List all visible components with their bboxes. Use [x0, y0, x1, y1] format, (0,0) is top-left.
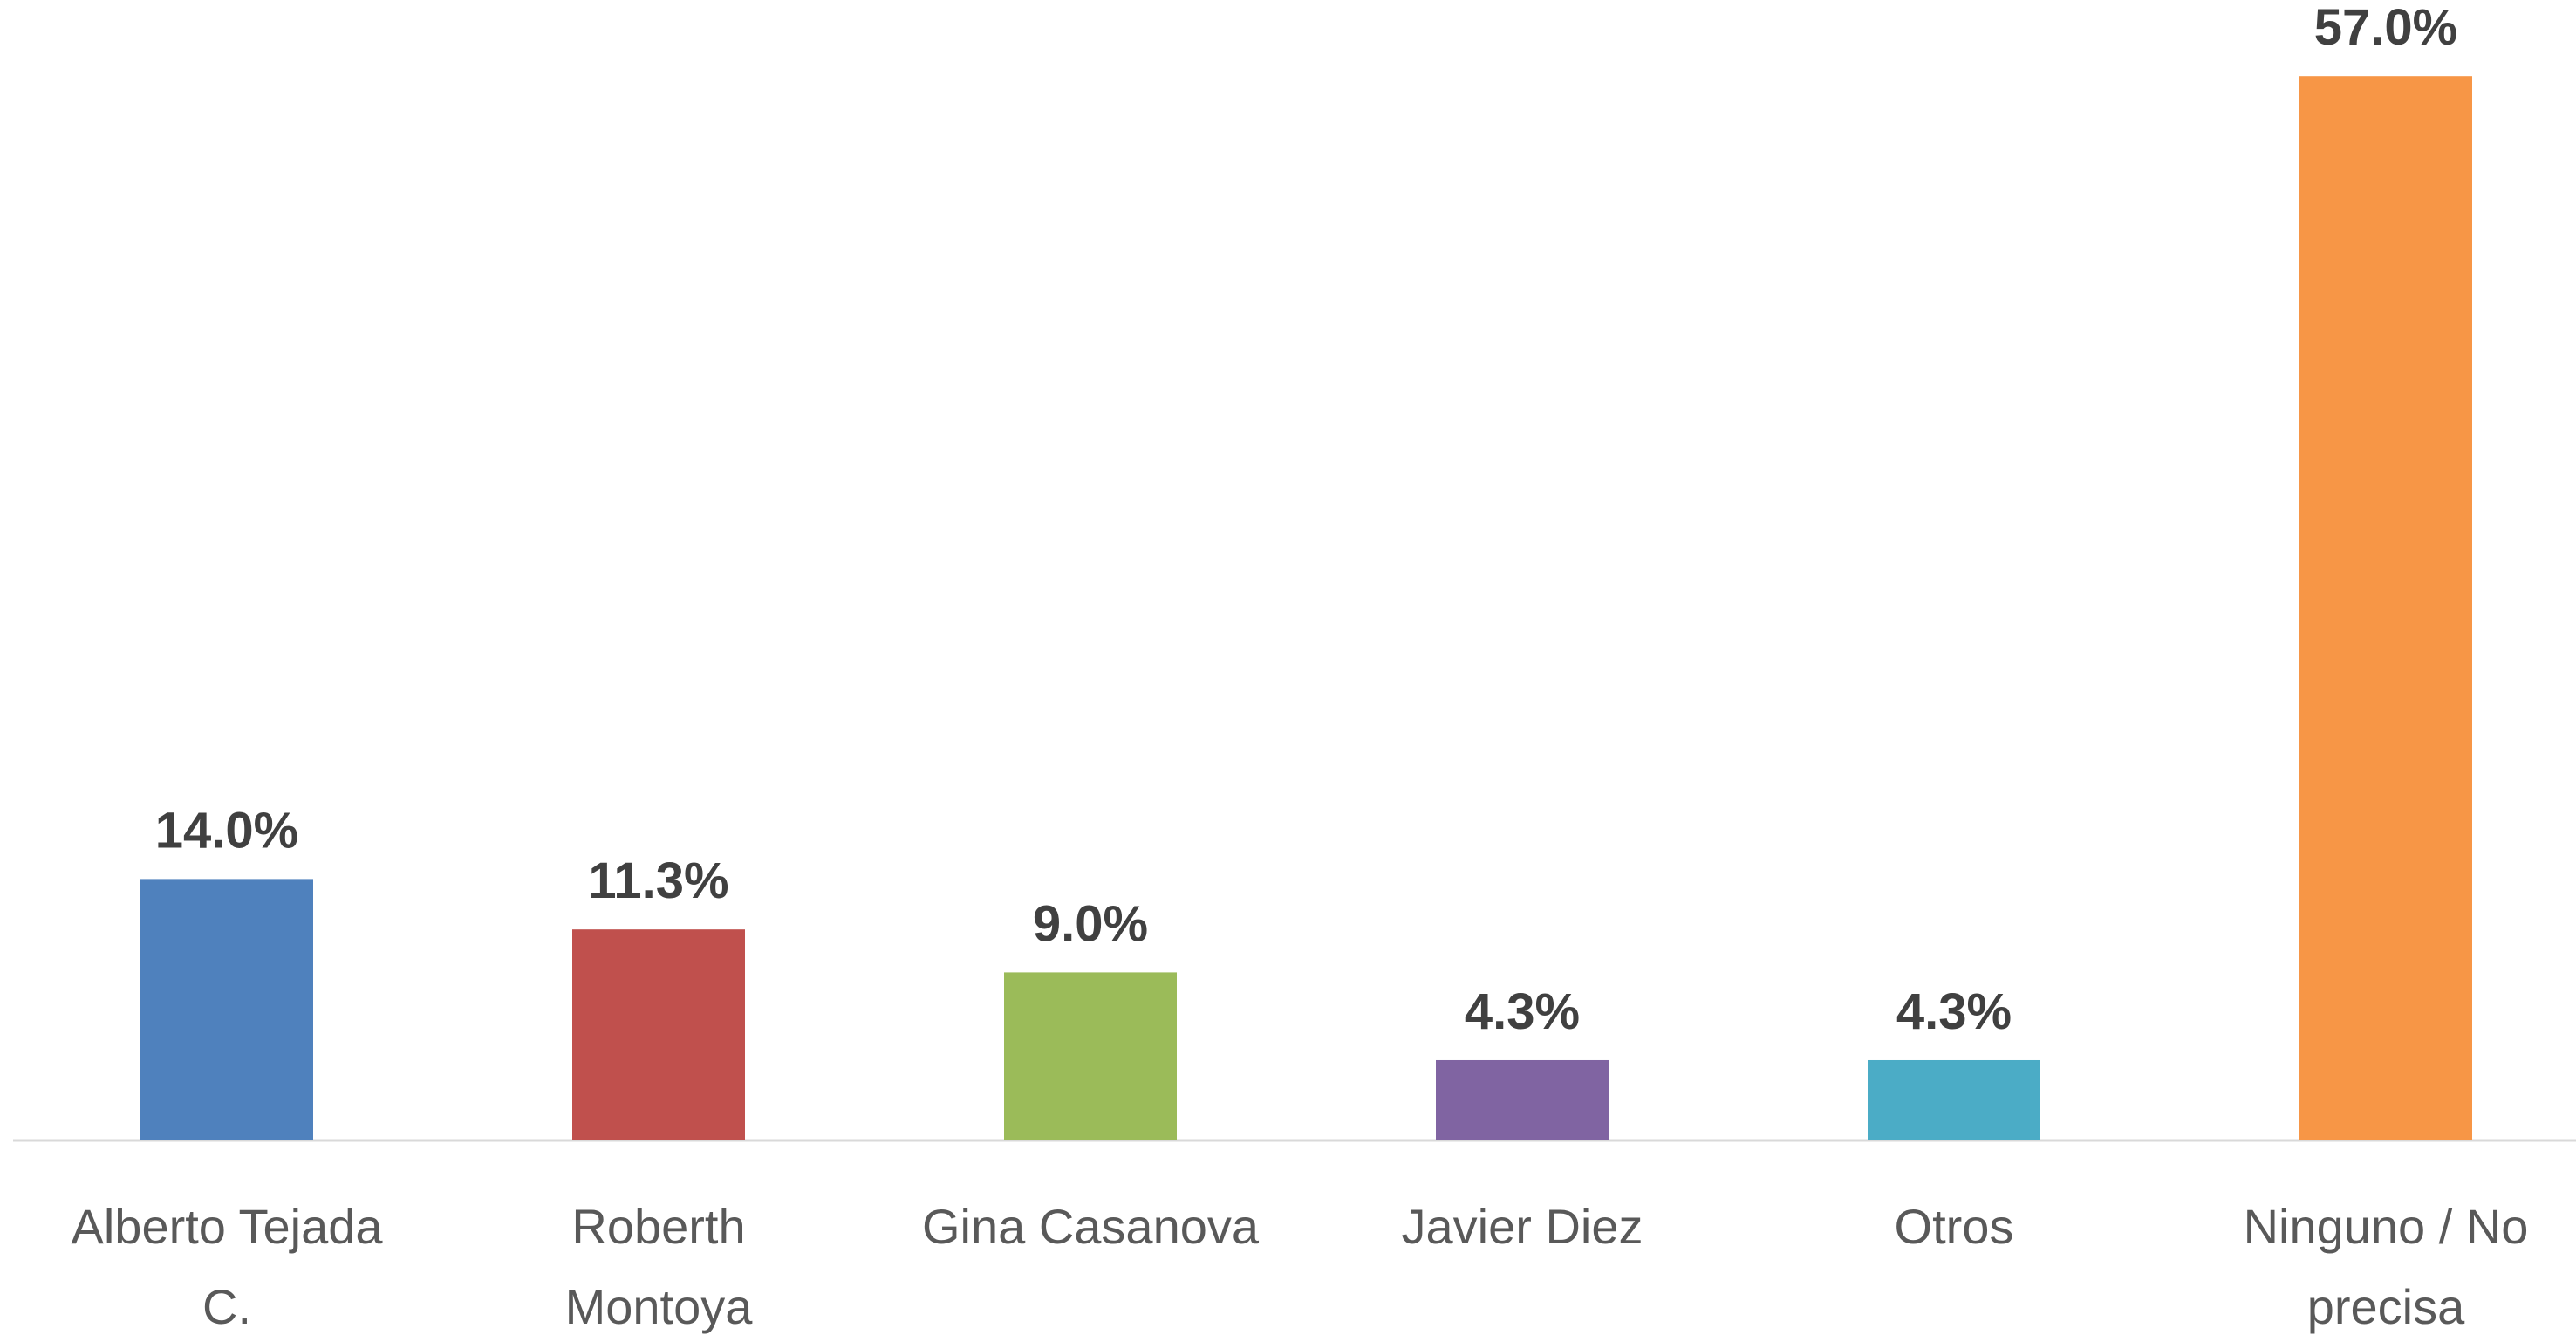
x-tick-label: Gina Casanova — [922, 1199, 1260, 1254]
x-tick-label: Ninguno / No precisa — [2244, 1199, 2529, 1334]
bar — [1436, 1059, 1609, 1140]
bar — [572, 929, 745, 1140]
data-label: 57.0% — [2314, 0, 2457, 56]
data-label: 14.0% — [155, 802, 298, 859]
bar — [1868, 1059, 2040, 1140]
x-tick-label: Alberto Tejada C. — [72, 1199, 384, 1334]
data-label: 11.3% — [588, 852, 728, 909]
data-label: 4.3% — [1465, 983, 1580, 1040]
bar — [140, 879, 313, 1140]
data-label: 9.0% — [1033, 895, 1148, 952]
x-tick-label: Otros — [1895, 1199, 2014, 1254]
data-label: 4.3% — [1896, 983, 2012, 1040]
bar — [2299, 76, 2472, 1141]
x-tick-label: Javier Diez — [1402, 1199, 1643, 1254]
bar — [1004, 972, 1177, 1140]
x-tick-label: Roberth Montoya — [565, 1199, 754, 1334]
